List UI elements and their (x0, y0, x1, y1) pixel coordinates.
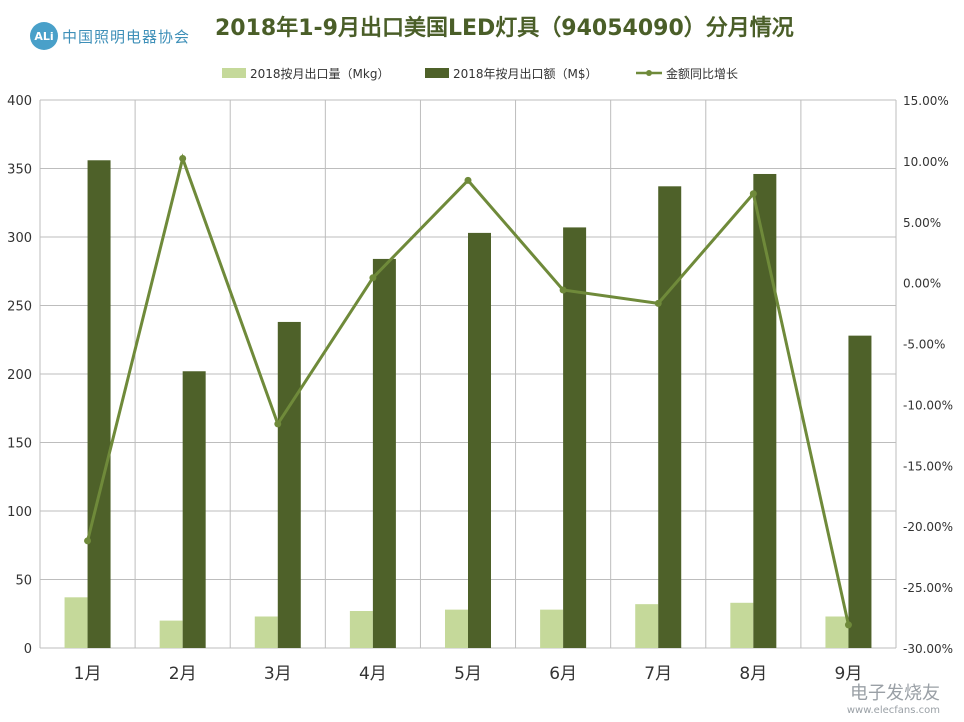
chart-title: 2018年1-9月出口美国LED灯具（94054090）分月情况 (215, 16, 794, 41)
y-tick-label: 300 (7, 231, 32, 246)
bar-value (848, 335, 872, 648)
x-tick-label: 8月 (739, 664, 767, 684)
x-tick-label: 5月 (454, 664, 482, 684)
bar-volume (635, 604, 659, 648)
bar-volume (349, 611, 373, 648)
y-tick-label: 400 (7, 94, 32, 109)
watermark: 电子发烧友 www.elecfans.com (847, 679, 940, 716)
growth-point (654, 299, 662, 307)
legend-swatch-value (425, 68, 449, 78)
bar-volume (825, 616, 849, 648)
growth-point (84, 537, 92, 545)
bar-value (372, 258, 396, 648)
y2-tick-label: -25.00% (903, 581, 953, 595)
y-tick-label: 100 (7, 505, 32, 520)
logo: ALi 中国照明电器协会 (30, 22, 190, 50)
y2-tick-label: 0.00% (903, 277, 941, 291)
y2-tick-label: 10.00% (903, 155, 949, 169)
bar-volume (730, 602, 754, 648)
y-tick-label: 0 (24, 642, 32, 657)
growth-point (369, 274, 377, 282)
legend-label-growth: 金额同比增长 (666, 66, 738, 81)
x-tick-label: 4月 (359, 664, 387, 684)
x-tick-label: 6月 (549, 664, 577, 684)
y-tick-label: 50 (15, 574, 32, 589)
bar-volume (445, 609, 468, 648)
legend-label-value: 2018年按月出口额（M$） (453, 67, 598, 81)
y-tick-label: 250 (7, 300, 32, 315)
x-tick-label: 7月 (644, 664, 672, 684)
logo-text: 中国照明电器协会 (62, 27, 191, 46)
legend-label-volume: 2018按月出口量（Mkg） (250, 67, 389, 81)
legend-swatch-volume (222, 68, 246, 78)
growth-point (844, 621, 852, 629)
bar-value (182, 371, 206, 648)
y2-tick-label: 5.00% (903, 216, 941, 230)
y2-tick-label: 15.00% (903, 94, 949, 108)
bar-volume (540, 609, 564, 648)
bar-value (658, 186, 682, 648)
bar-volume (254, 616, 278, 648)
bar-volume (159, 620, 183, 648)
y2-tick-label: -5.00% (903, 338, 945, 352)
growth-point (179, 154, 187, 162)
y2-tick-label: -10.00% (903, 398, 953, 412)
bar-value (753, 173, 777, 649)
growth-point (749, 190, 757, 198)
bar-value (563, 227, 587, 648)
y2-tick-label: -20.00% (903, 520, 953, 534)
bar-value (468, 232, 491, 648)
y-tick-label: 200 (7, 368, 32, 383)
bar-value (277, 321, 301, 648)
growth-point (274, 420, 282, 428)
bar-value (87, 160, 111, 648)
x-tick-label: 1月 (74, 664, 102, 684)
y-tick-label: 150 (7, 437, 32, 452)
x-tick-label: 3月 (264, 664, 292, 684)
x-tick-label: 9月 (835, 664, 863, 684)
logo-mark: ALi (30, 22, 58, 50)
x-tick-label: 2月 (169, 664, 197, 684)
bar-volume (64, 597, 88, 648)
y2-tick-label: -30.00% (903, 642, 953, 656)
watermark-main: 电子发烧友 (850, 683, 940, 704)
growth-point (464, 176, 472, 184)
y-tick-label: 350 (7, 163, 32, 178)
watermark-sub: www.elecfans.com (846, 705, 940, 716)
growth-point (559, 286, 567, 294)
legend-marker-growth (646, 70, 652, 76)
y2-tick-label: -15.00% (903, 459, 953, 473)
